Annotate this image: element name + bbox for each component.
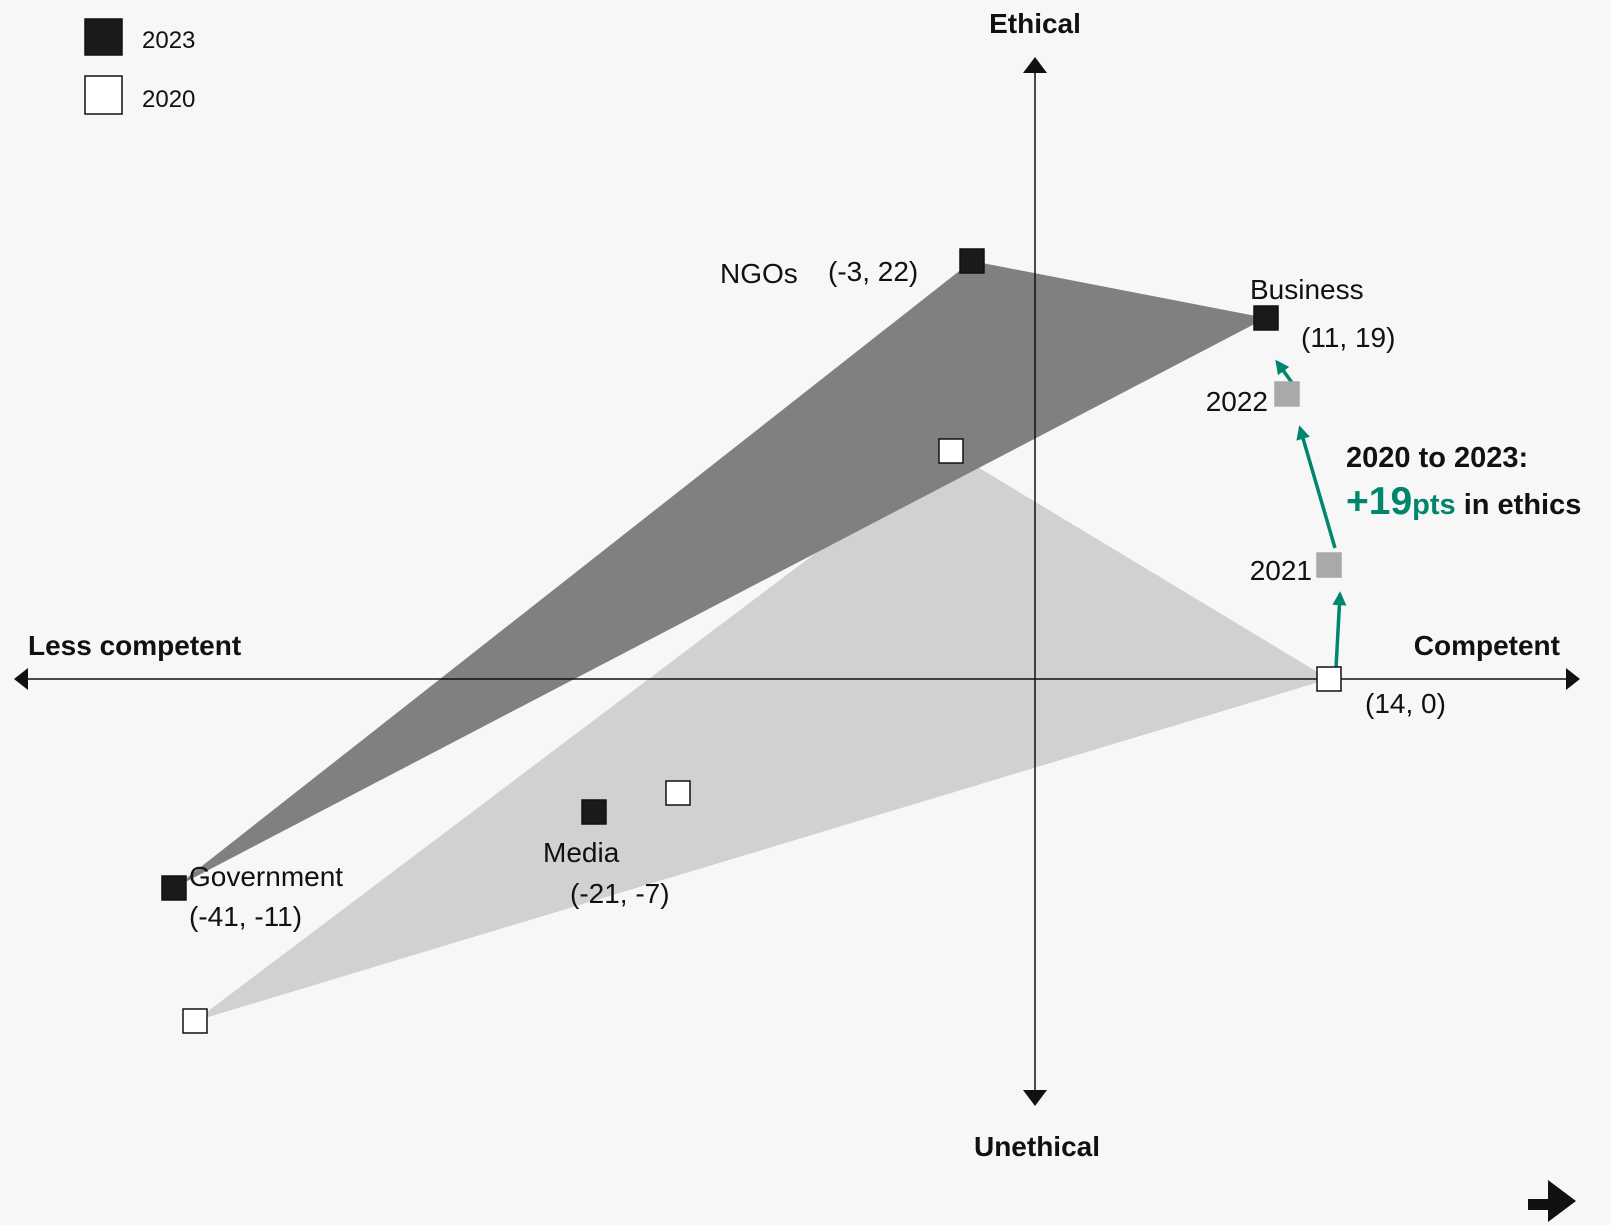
callout: 2020 to 2023: +19pts in ethics (1346, 442, 1581, 523)
marks-layer (161, 248, 1342, 1034)
trajectory-arrow-2021-2022 (1296, 425, 1337, 549)
x-axis-negative-label: Less competent (28, 630, 241, 661)
label-ngos: NGOs (720, 258, 798, 289)
callout-unit: pts (1412, 489, 1456, 521)
point-media-2020 (665, 780, 691, 806)
x-axis-left-arrow (14, 668, 28, 690)
legend-label-2020: 2020 (142, 86, 195, 113)
point-government-2023 (161, 875, 187, 901)
point-government-2020 (182, 1008, 208, 1034)
legend: 2023 2020 (84, 18, 195, 115)
data-labels: NGOs (-3, 22) Business (11, 19) (14, 0) … (189, 256, 1446, 932)
point-business-2023 (1253, 305, 1279, 331)
legend-label-2023: 2023 (142, 27, 195, 54)
x-axis-right-arrow (1566, 668, 1580, 690)
x-axis-positive-label: Competent (1414, 630, 1560, 661)
business-trajectory (1275, 359, 1347, 669)
value-ngos-2023: (-3, 22) (828, 256, 918, 287)
label-media: Media (543, 837, 620, 868)
legend-swatch-2020 (84, 75, 123, 115)
point-business-2020 (1316, 666, 1342, 692)
axes: Ethical Unethical Less competent Compete… (14, 8, 1580, 1162)
value-government-2023: (-41, -11) (189, 901, 302, 932)
value-business-2020: (14, 0) (1365, 688, 1446, 719)
label-government: Government (189, 861, 343, 892)
next-arrow-icon[interactable] (1528, 1180, 1576, 1222)
y-axis-bottom-arrow (1023, 1090, 1047, 1106)
label-business: Business (1250, 274, 1364, 305)
polygons-layer (174, 261, 1329, 1021)
trajectory-arrow-2022-2023 (1275, 359, 1295, 386)
polygon-2020 (195, 451, 1329, 1021)
callout-value: +19 (1346, 480, 1412, 523)
y-axis-top-arrow (1023, 57, 1047, 73)
callout-line2: +19pts in ethics (1346, 480, 1581, 523)
point-media-2023 (581, 799, 607, 825)
callout-rest: in ethics (1456, 489, 1582, 521)
label-2021: 2021 (1250, 555, 1312, 586)
callout-line1: 2020 to 2023: (1346, 442, 1528, 474)
point-ngos-2020 (938, 438, 964, 464)
trajectory-arrow-2020-2021 (1332, 591, 1347, 669)
value-media-2023: (-21, -7) (570, 878, 670, 909)
point-ngos-2023 (959, 248, 985, 274)
label-2022: 2022 (1206, 386, 1268, 417)
polygon-2023 (174, 261, 1266, 888)
legend-swatch-2023 (84, 18, 123, 56)
y-axis-negative-label: Unethical (974, 1131, 1100, 1162)
y-axis-positive-label: Ethical (989, 8, 1081, 39)
value-business-2023: (11, 19) (1301, 322, 1395, 353)
point-business-2021 (1316, 552, 1342, 578)
point-business-2022 (1274, 381, 1300, 407)
